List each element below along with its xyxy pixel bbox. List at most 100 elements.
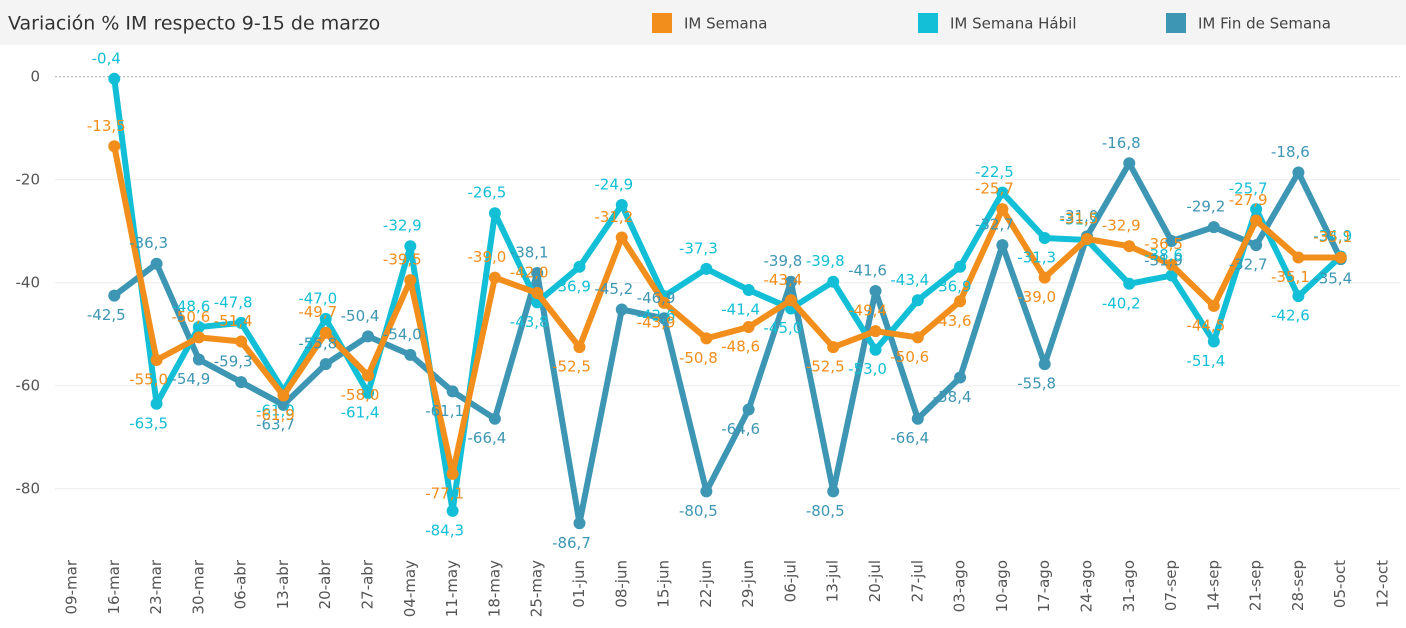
x-tick-label: 29-jun bbox=[739, 560, 757, 608]
data-label: -86,7 bbox=[552, 534, 591, 552]
point bbox=[1292, 166, 1305, 179]
data-label: -63,5 bbox=[129, 414, 168, 432]
data-label: -61,4 bbox=[341, 403, 380, 421]
point bbox=[573, 260, 586, 273]
data-label: -26,5 bbox=[467, 184, 506, 202]
point bbox=[1123, 277, 1136, 290]
point bbox=[235, 376, 248, 389]
data-label: -32,9 bbox=[383, 217, 422, 235]
point bbox=[1123, 240, 1136, 253]
legend-swatch bbox=[918, 13, 938, 33]
point bbox=[531, 287, 544, 300]
point bbox=[192, 321, 205, 334]
x-tick-label: 13-jul bbox=[824, 560, 842, 602]
data-label: -34,9 bbox=[1313, 227, 1352, 245]
point bbox=[277, 398, 290, 411]
point bbox=[362, 330, 375, 343]
x-tick-label: 12-oct bbox=[1374, 560, 1392, 608]
data-label: -41,6 bbox=[848, 262, 887, 280]
data-label: -80,5 bbox=[679, 502, 718, 520]
x-tick-label: 27-abr bbox=[359, 559, 377, 609]
data-label: -42,6 bbox=[1271, 307, 1310, 325]
x-tick: 10-ago bbox=[993, 560, 1011, 612]
x-tick-label: 11-may bbox=[443, 560, 461, 617]
point bbox=[1207, 335, 1220, 348]
data-label: -25,7 bbox=[975, 180, 1014, 198]
data-label: -50,4 bbox=[341, 307, 380, 325]
point bbox=[1080, 232, 1093, 245]
data-label: -66,4 bbox=[890, 429, 929, 447]
point bbox=[996, 239, 1009, 252]
x-tick-label: 06-jul bbox=[781, 560, 799, 602]
point bbox=[362, 369, 375, 382]
data-label: -31,9 bbox=[1144, 252, 1183, 270]
data-label: -54,0 bbox=[383, 325, 422, 343]
point bbox=[1165, 258, 1178, 271]
data-label: -31,5 bbox=[1060, 209, 1099, 227]
data-label: -25,7 bbox=[1229, 180, 1268, 198]
x-tick-label: 13-abr bbox=[274, 559, 292, 609]
data-label: -41,4 bbox=[721, 300, 760, 318]
data-label: -61,1 bbox=[425, 402, 464, 420]
point bbox=[192, 331, 205, 344]
x-tick-label: 23-mar bbox=[147, 559, 165, 614]
x-tick-label: 16-mar bbox=[105, 559, 123, 614]
data-label: -47,8 bbox=[214, 293, 253, 311]
x-tick-label: 24-ago bbox=[1077, 560, 1095, 612]
data-label: -52,5 bbox=[806, 358, 845, 376]
x-tick-label: 20-jul bbox=[866, 560, 884, 602]
point bbox=[1207, 221, 1220, 234]
point bbox=[446, 385, 459, 398]
point bbox=[784, 275, 797, 288]
chart-title: Variación % IM respecto 9-15 de marzo bbox=[8, 13, 380, 35]
data-label: -54,9 bbox=[171, 370, 210, 388]
x-tick-label: 28-sep bbox=[1289, 560, 1307, 611]
x-tick: 27-jul bbox=[908, 560, 926, 602]
data-label: -37,3 bbox=[679, 239, 718, 257]
data-label: -58,4 bbox=[933, 388, 972, 406]
data-label: -31,3 bbox=[1017, 248, 1056, 266]
legend-label: IM Fin de Semana bbox=[1198, 15, 1331, 33]
point bbox=[996, 203, 1009, 216]
series-line bbox=[112, 160, 1344, 527]
point bbox=[742, 283, 755, 296]
data-label: -42,5 bbox=[87, 306, 126, 324]
x-tick-label: 04-may bbox=[401, 560, 419, 617]
data-label: -0,4 bbox=[92, 49, 121, 67]
data-label: -47,0 bbox=[298, 289, 337, 307]
point bbox=[784, 294, 797, 307]
point bbox=[996, 186, 1009, 199]
point bbox=[319, 358, 332, 371]
data-label: -39,8 bbox=[806, 252, 845, 270]
data-label: -50,6 bbox=[890, 348, 929, 366]
x-tick: 06-abr bbox=[232, 559, 250, 609]
x-tick: 20-abr bbox=[316, 559, 334, 609]
point bbox=[911, 331, 924, 344]
data-label: -38,6 bbox=[1144, 246, 1183, 264]
x-tick-label: 07-sep bbox=[1162, 560, 1180, 611]
x-tick: 04-may bbox=[401, 560, 419, 617]
x-tick-label: 10-ago bbox=[993, 560, 1011, 612]
point bbox=[277, 389, 290, 402]
data-label: -55,8 bbox=[298, 335, 337, 353]
point bbox=[1207, 299, 1220, 312]
x-tick-label: 18-may bbox=[485, 560, 503, 617]
x-tick: 16-mar bbox=[105, 559, 123, 614]
data-label: -51,4 bbox=[1186, 352, 1225, 370]
x-tick: 17-ago bbox=[1035, 560, 1053, 612]
point bbox=[954, 260, 967, 273]
data-label: -43,4 bbox=[890, 271, 929, 289]
data-label: -39,8 bbox=[764, 252, 803, 270]
point bbox=[488, 412, 501, 425]
x-tick: 11-may bbox=[443, 560, 461, 617]
data-label: -32,9 bbox=[1102, 217, 1141, 235]
data-label: -55,8 bbox=[1017, 375, 1056, 393]
x-tick: 23-mar bbox=[147, 559, 165, 614]
point bbox=[615, 303, 628, 316]
data-label: -80,5 bbox=[806, 502, 845, 520]
point bbox=[404, 348, 417, 361]
data-label: -27,9 bbox=[1229, 191, 1268, 209]
x-tick: 08-jun bbox=[612, 560, 630, 608]
x-tick: 24-ago bbox=[1077, 560, 1095, 612]
point bbox=[319, 312, 332, 325]
